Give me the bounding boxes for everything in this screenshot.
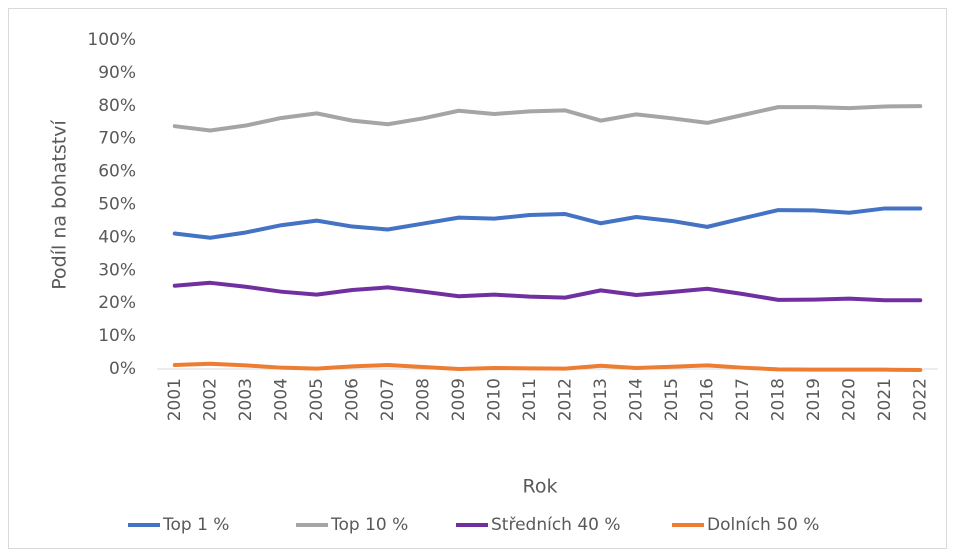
x-tick-label: 2014 (626, 378, 646, 421)
y-tick-label: 90% (98, 63, 136, 83)
x-tick-label: 2017 (733, 378, 753, 421)
x-tick-label: 2012 (555, 378, 575, 421)
legend-label: Top 1 % (162, 515, 229, 535)
y-tick-label: 60% (98, 162, 136, 182)
line (172, 104, 923, 133)
x-tick-label: 2002 (200, 378, 220, 421)
y-tick-label: 40% (98, 227, 136, 247)
line (172, 361, 923, 372)
x-tick-label: 2010 (484, 378, 504, 421)
x-tick-label: 2004 (271, 378, 291, 421)
x-tick-label: 2005 (307, 378, 327, 421)
x-tick-label: 2009 (449, 378, 469, 421)
legend-label: Top 10 % (330, 515, 408, 535)
line (172, 280, 923, 303)
y-axis-title: Podíl na bohatství (49, 120, 71, 290)
line (172, 206, 923, 240)
x-tick-label: 2008 (413, 378, 433, 421)
x-tick-label: 2011 (520, 378, 540, 421)
legend-label: Středních 40 % (491, 515, 621, 535)
x-axis-title: Rok (523, 476, 558, 498)
x-tick-label: 2020 (839, 378, 859, 421)
legend-label: Dolních 50 % (707, 515, 819, 535)
x-tick-label: 2019 (804, 378, 824, 421)
x-tick-label: 2013 (591, 378, 611, 421)
y-tick-label: 0% (109, 359, 136, 379)
y-tick-label: 80% (98, 96, 136, 116)
x-tick-label: 2006 (342, 378, 362, 421)
y-tick-label: 100% (87, 30, 136, 50)
y-tick-label: 70% (98, 129, 136, 149)
y-tick-label: 50% (98, 195, 136, 215)
x-tick-label: 2022 (910, 378, 930, 421)
y-tick-label: 20% (98, 293, 136, 313)
x-tick-label: 2003 (236, 378, 256, 421)
x-tick-label: 2015 (662, 378, 682, 421)
x-tick-label: 2018 (768, 378, 788, 421)
x-tick-label: 2016 (697, 378, 717, 421)
x-tick-label: 2021 (875, 378, 895, 421)
chart-border (8, 8, 947, 549)
y-tick-label: 10% (98, 326, 136, 346)
x-tick-label: 2001 (165, 378, 185, 421)
y-tick-label: 30% (98, 260, 136, 280)
x-tick-label: 2007 (378, 378, 398, 421)
